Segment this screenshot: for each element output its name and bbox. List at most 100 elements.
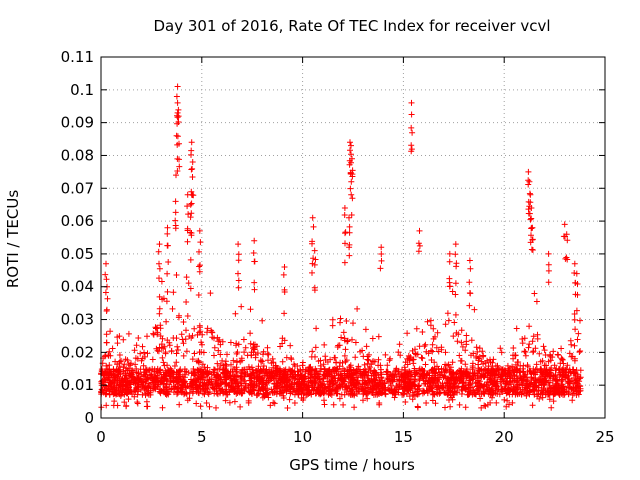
data-point [185,369,192,376]
data-point [321,372,328,378]
data-point [526,380,533,387]
data-point [102,271,109,278]
data-point [427,317,434,324]
data-point [137,350,144,357]
data-point [204,325,211,332]
data-point [265,351,272,358]
data-point [434,329,441,336]
data-point [134,400,141,407]
data-point [420,371,427,378]
data-point [106,386,113,393]
x-tick-label: 5 [197,428,207,446]
data-point [531,290,538,297]
data-point [413,325,420,332]
y-tick-label: 0.06 [61,212,94,230]
y-tick-label: 0.08 [61,146,94,164]
data-point [342,229,349,236]
data-point [560,389,567,396]
data-point [349,195,356,202]
data-point [196,268,203,275]
data-point [172,222,179,229]
data-point [231,389,238,395]
data-point [196,324,203,331]
data-point [128,388,135,395]
data-point [493,383,500,390]
data-point [191,325,198,332]
data-point [454,338,461,345]
data-point [395,389,402,396]
data-point [527,199,534,206]
data-point [377,362,384,369]
data-point [105,375,112,382]
data-point [227,373,234,380]
data-point [282,366,289,373]
data-point [348,159,354,166]
data-point [469,360,476,367]
data-point [545,388,552,394]
data-point [555,365,562,372]
data-point [280,392,287,399]
data-point [422,341,429,348]
data-point [463,385,470,392]
data-point [476,366,483,373]
data-point [442,349,449,356]
data-point [198,349,205,356]
data-point [329,383,336,390]
data-point [531,391,538,398]
data-point [161,380,168,387]
data-point [555,382,562,389]
data-point [526,178,533,185]
data-point [361,361,368,368]
data-point [109,345,116,352]
data-point [286,396,293,403]
data-point [430,375,437,381]
data-point [190,378,197,384]
data-point [466,257,473,264]
data-point [549,354,556,361]
data-point [437,382,444,389]
data-point [268,360,275,367]
data-point [375,356,382,363]
data-point [545,358,552,365]
data-point [311,247,318,254]
data-point [531,384,538,390]
data-point [569,397,576,404]
data-point [255,363,262,370]
data-point [408,124,415,131]
data-point [487,359,494,366]
data-point [164,362,171,369]
y-tick-label: 0 [84,409,94,427]
data-point [175,369,182,376]
data-point [189,382,196,388]
data-point [363,343,370,350]
data-point [341,352,348,359]
data-point [391,374,398,381]
data-point [273,385,280,392]
data-point [176,140,182,147]
data-point [178,331,185,338]
data-point [442,321,449,328]
data-point [103,276,110,283]
data-point [559,356,566,363]
data-point [179,386,186,393]
data-point [438,368,445,375]
data-point [299,359,306,366]
data-point [382,351,389,358]
data-point [144,350,151,357]
data-point [529,338,536,345]
data-point [247,330,254,337]
data-point [279,358,286,365]
data-point [152,383,159,390]
data-point [143,377,150,384]
data-point [234,390,241,396]
data-point [560,360,567,367]
data-point [521,373,528,380]
data-point [161,343,168,350]
data-point [283,388,290,395]
data-point [412,371,419,378]
data-point [407,354,414,361]
data-point [533,298,540,305]
data-point [562,374,569,381]
data-point [111,372,118,379]
